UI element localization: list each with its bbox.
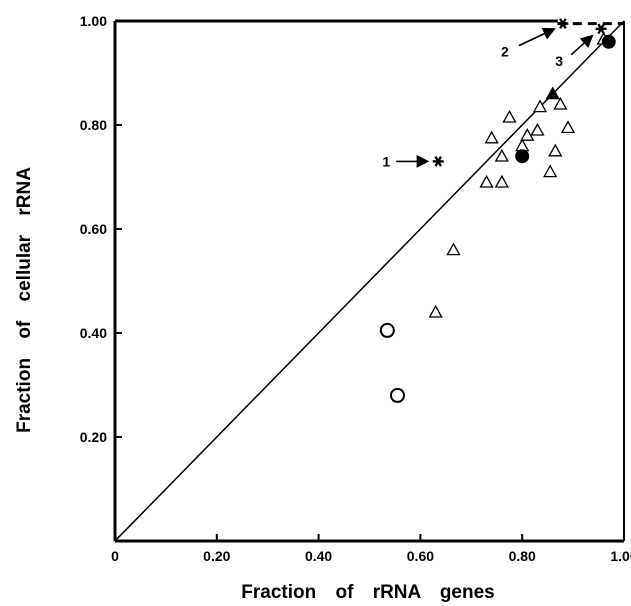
x-axis-ticks: 0 0.20 0.40 0.60 0.80 1.00	[111, 534, 631, 564]
open-triangle-point	[553, 96, 568, 110]
x-tick-label: 0.20	[203, 548, 230, 564]
data-points	[379, 18, 616, 403]
open-triangle-point	[520, 128, 535, 141]
open-circle-point	[379, 322, 395, 338]
asterisk-point	[432, 156, 444, 167]
y-tick-label: 0.60	[80, 221, 107, 237]
filled-circle-point	[601, 34, 616, 49]
annotation-arrow	[518, 27, 556, 47]
y-tick-label: 1.00	[80, 13, 107, 29]
open-triangle-point	[502, 109, 517, 123]
annotation-label: 1	[382, 153, 390, 169]
open-triangle-point	[560, 120, 576, 134]
x-tick-label: 0	[111, 548, 119, 564]
x-tick-label: 0.40	[305, 548, 332, 564]
open-triangle-point	[494, 174, 509, 188]
x-tick-label: 1.00	[610, 548, 631, 564]
open-triangle-point	[428, 304, 443, 318]
y-tick-label: 0.80	[80, 117, 107, 133]
filled-triangle-point	[545, 86, 560, 100]
open-triangle-point	[479, 174, 494, 188]
plot-frame	[113, 19, 625, 543]
open-triangle-point	[532, 99, 548, 113]
x-tick-label: 0.60	[407, 548, 434, 564]
y-axis-ticks: 0.20 0.40 0.60 0.80 1.00	[80, 13, 122, 445]
open-circle-point	[389, 387, 405, 403]
open-triangle-point	[543, 164, 558, 178]
x-tick-label: 0.80	[509, 548, 536, 564]
open-triangle-point	[548, 143, 563, 157]
y-tick-label: 0.20	[80, 429, 107, 445]
open-triangle-point	[530, 122, 545, 136]
asterisk-point	[557, 18, 569, 29]
annotations: 1 2 3	[382, 27, 594, 169]
asterisk-stroke	[597, 23, 605, 35]
open-triangle-point	[484, 130, 499, 144]
asterisk-stroke	[434, 156, 443, 167]
open-triangle-point	[515, 138, 530, 152]
asterisk-point	[595, 23, 607, 35]
asterisk-stroke	[559, 18, 567, 29]
annotation-label: 3	[555, 53, 563, 69]
y-tick-label: 0.40	[80, 325, 107, 341]
annotation-arrow	[570, 34, 594, 56]
y-axis-title: Fraction of cellular rRNA	[14, 167, 35, 433]
annotation-label: 2	[501, 44, 509, 60]
open-triangle-point	[446, 242, 461, 256]
filled-circle-point	[515, 149, 530, 164]
x-axis-title: Fraction of rRNA genes	[241, 582, 495, 603]
open-triangle-point	[494, 148, 509, 162]
